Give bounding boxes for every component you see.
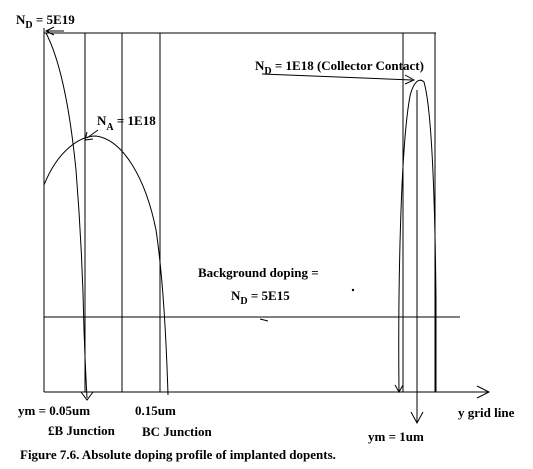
y-grid-line-label: y grid line [458, 405, 515, 420]
na-base-pointer [86, 129, 99, 139]
ym-right-label: ym = 1um [368, 429, 424, 444]
na-base-label: NA = 1E18 [97, 113, 156, 133]
base-doping-curve [43, 135, 169, 396]
background-pointer-mark [259, 318, 269, 322]
nd-collector-pointer [261, 73, 413, 81]
bc-junction-label: BC Junction [142, 424, 212, 439]
nd-collector-pointer-head [404, 74, 416, 85]
ym-right-arrowhead [410, 411, 424, 425]
nd-emitter-pointer-head [44, 26, 55, 36]
y-grid-axis-arrowhead [476, 385, 491, 399]
background-doping-value: ND = 5E15 [231, 288, 290, 307]
collector-doping-curve [398, 79, 437, 393]
emitter-doping-curve [45, 32, 88, 399]
ym-left-label: ym = 0.05um [18, 403, 90, 418]
emitter-curve-tail-arrow [80, 391, 94, 401]
nd-collector-label: ND = 1E18 (Collector Contact) [255, 58, 424, 77]
background-doping-title: Background doping = [198, 265, 319, 280]
na-base-pointer-head [84, 131, 94, 141]
eb-junction-label: £B Junction [48, 423, 116, 438]
figure-caption: Figure 7.6. Absolute doping profile of i… [20, 447, 336, 462]
nd-emitter-label: ND = 5E19 [16, 12, 75, 31]
collector-curve-tail-left [394, 384, 404, 394]
bc-position-label: 0.15um [135, 403, 176, 418]
background-dot-mark [351, 288, 355, 292]
